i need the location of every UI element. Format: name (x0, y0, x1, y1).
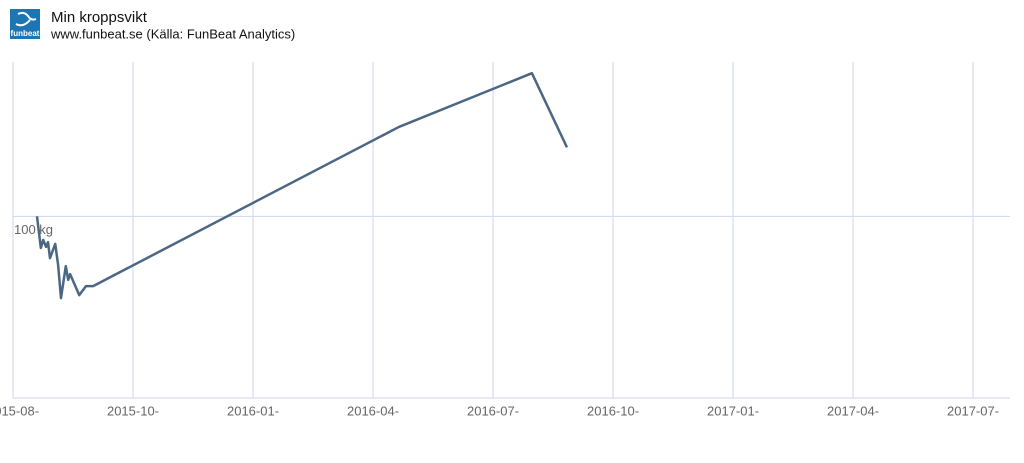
data-line (35, 71, 569, 300)
x-tick-label: 2017-04- (827, 403, 879, 418)
x-tick-label: 2016-04- (347, 403, 399, 418)
x-tick-label: 2016-10- (587, 403, 639, 418)
x-tick-label: 2016-01- (227, 403, 279, 418)
x-tick-label: 2017-01- (707, 403, 759, 418)
logo-text: funbeat (11, 29, 40, 38)
x-tick-label: 2016-07- (467, 403, 519, 418)
x-tick-label: 2015-08- (0, 403, 39, 418)
x-tick-label: 2015-10- (107, 403, 159, 418)
logo-icon (15, 11, 37, 27)
chart-title: Min kroppsvikt (51, 9, 148, 26)
y-tick-label: 100 kg (14, 222, 53, 237)
chart-subtitle: www.funbeat.se (Källa: FunBeat Analytics… (50, 26, 295, 41)
x-tick-label: 2017-07- (947, 403, 999, 418)
